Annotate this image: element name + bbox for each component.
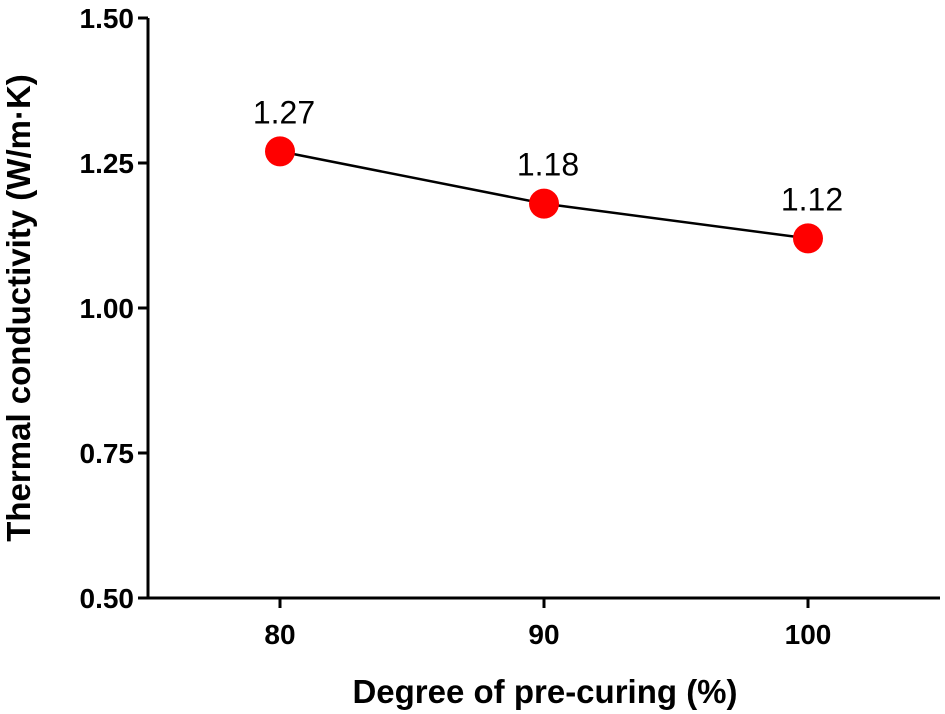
y-tick-label: 1.50 bbox=[80, 3, 135, 34]
y-axis-ticks: 0.50 0.75 1.00 1.25 1.50 bbox=[80, 3, 148, 614]
data-point bbox=[265, 136, 295, 167]
x-tick-label: 90 bbox=[528, 619, 559, 650]
data-point bbox=[793, 223, 823, 254]
x-tick-label: 100 bbox=[785, 619, 832, 650]
series-points bbox=[265, 136, 823, 254]
y-tick-label: 0.50 bbox=[80, 583, 135, 614]
data-point bbox=[529, 188, 559, 219]
x-axis-ticks: 80 90 100 bbox=[264, 598, 831, 650]
data-label: 1.12 bbox=[781, 181, 843, 217]
y-tick-label: 1.25 bbox=[80, 148, 135, 179]
data-label: 1.18 bbox=[517, 147, 579, 183]
y-tick-label: 0.75 bbox=[80, 438, 135, 469]
data-labels: 1.27 1.18 1.12 bbox=[253, 94, 843, 217]
data-label: 1.27 bbox=[253, 94, 315, 130]
y-tick-label: 1.00 bbox=[80, 293, 135, 324]
x-tick-label: 80 bbox=[264, 619, 295, 650]
y-axis-title: Thermal conductivity (W/m·K) bbox=[0, 74, 37, 542]
x-axis-title: Degree of pre-curing (%) bbox=[352, 673, 737, 710]
